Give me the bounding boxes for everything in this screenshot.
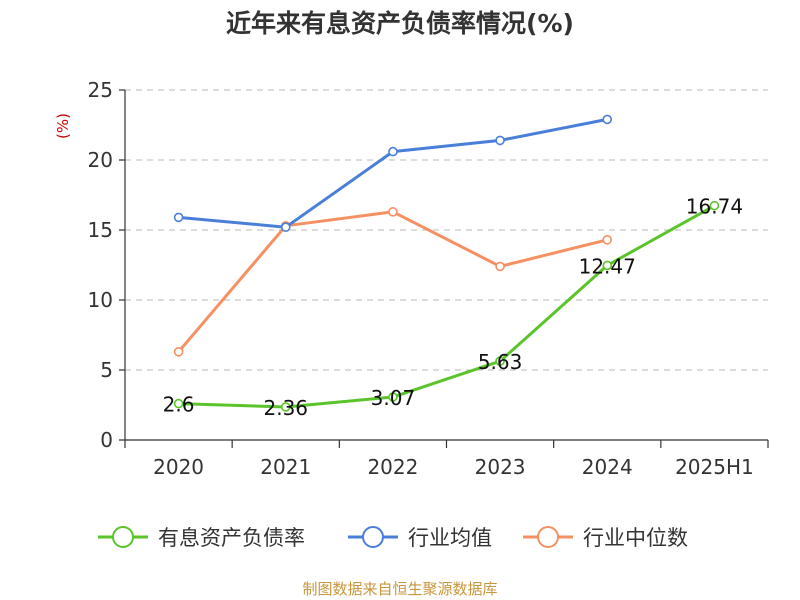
y-unit-label: (%) [54,113,72,139]
y-tick-label: 0 [100,428,113,452]
legend-label: 行业中位数 [583,526,688,550]
legend: 有息资产负债率 行业均值 行业中位数 [98,526,688,550]
data-point [280,222,291,232]
y-tick-label: 5 [100,358,113,382]
data-label: 16.74 [686,195,743,219]
data-point [495,356,505,366]
chart-title: 近年来有息资产负债率情况(%) [226,9,574,38]
data-point [173,398,184,409]
grid-lines [125,89,768,371]
legend-marker [537,526,559,548]
data-label: 5.63 [478,350,523,374]
x-tick-label: 2023 [475,455,526,479]
data-label: 12.47 [579,254,636,278]
data-label: 3.07 [371,386,416,410]
y-tick-label: 20 [88,148,113,172]
legend-label: 行业均值 [408,526,492,550]
data-label: 2.36 [263,396,308,420]
data-point [709,200,720,211]
data-point [602,260,613,271]
legend-marker [112,526,134,548]
data-point [602,114,613,125]
x-tick-label: 2025H1 [675,455,754,479]
data-labels: 2.6 2.36 3.07 5.63 12.47 16.74 [163,195,743,420]
x-tick-label: 2021 [260,455,311,479]
x-tick-label: 2022 [367,455,418,479]
data-point [173,346,184,357]
data-point [173,212,184,223]
axes: 0 5 10 15 20 25 2020 2021 2022 2023 2024 2025H1 (%) [54,78,769,479]
data-point [388,146,398,157]
legend-label: 有息资产负债率 [158,526,305,550]
data-point [280,402,291,412]
y-tick-label: 10 [88,288,113,312]
legend-marker [362,526,384,548]
series-lines [173,114,720,412]
data-label: 2.6 [163,393,195,417]
data-point [602,235,613,245]
data-point [388,207,398,217]
data-point [495,135,505,146]
x-tick-label: 2024 [582,455,633,479]
series-line [177,210,608,353]
x-tick-label: 2020 [153,455,204,479]
y-tick-label: 25 [88,78,113,102]
y-tick-label: 15 [88,218,113,242]
series-line [178,204,716,409]
data-point [495,261,505,272]
source-note: 制图数据来自恒生聚源数据库 [302,580,498,598]
data-point [388,392,398,402]
